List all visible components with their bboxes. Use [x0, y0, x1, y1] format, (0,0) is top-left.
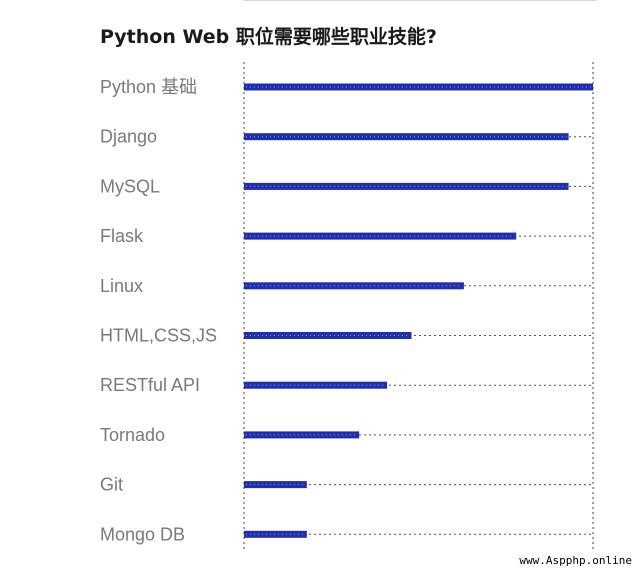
chart-title: Python Web 职位需要哪些职业技能?: [100, 26, 437, 48]
category-label: Mongo DB: [100, 524, 185, 544]
bar: [244, 332, 412, 339]
category-label: Django: [100, 127, 157, 147]
top-rule: [243, 0, 597, 1]
category-label: Flask: [100, 226, 144, 246]
bar: [244, 381, 388, 389]
category-label: Python 基础: [100, 77, 197, 97]
bar: [244, 530, 307, 538]
bar: [244, 282, 464, 290]
category-label: Linux: [100, 276, 143, 296]
bar: [244, 431, 360, 439]
category-label: Tornado: [100, 425, 165, 445]
category-label: RESTful API: [100, 375, 200, 395]
category-label: HTML,CSS,JS: [100, 326, 217, 346]
watermark: www.Aspphp.online: [517, 554, 634, 567]
bar: [244, 232, 517, 240]
category-label: MySQL: [100, 176, 160, 196]
bar: [244, 481, 307, 489]
category-label: Git: [100, 475, 123, 495]
